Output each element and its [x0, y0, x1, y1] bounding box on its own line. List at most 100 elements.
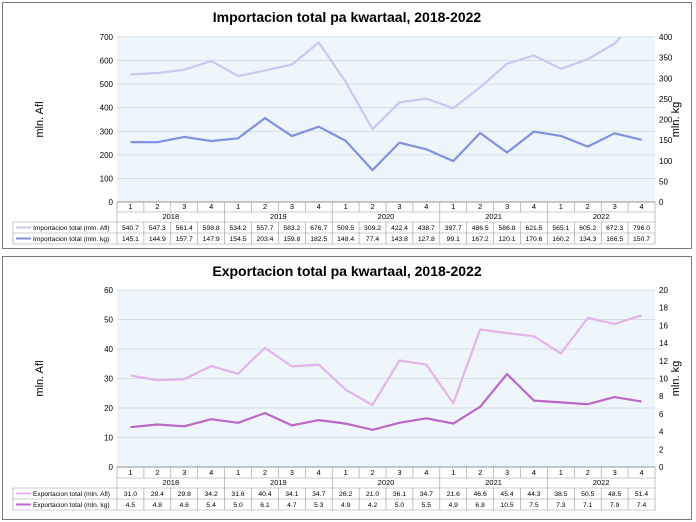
import-chart: 0 100 200 300 400 500 600 700 0 50 100 150 200 250 300… — [12, 33, 682, 245]
import-quarter-label: 1 — [344, 202, 348, 211]
export-y2-tick-label: 6 — [659, 410, 664, 419]
import-quarter-label: 1 — [128, 202, 132, 211]
import-quarter-label: 2 — [586, 202, 590, 211]
import-data-label: 143.8 — [391, 236, 408, 243]
export-quarter-label: 3 — [397, 468, 401, 477]
import-series-line-1 — [130, 37, 623, 131]
export-y2-tick-label: 8 — [659, 392, 664, 401]
import-data-label: 170.6 — [525, 236, 542, 243]
import-y2-axis-label: mln. kg — [670, 102, 682, 137]
import-quarter-label: 3 — [182, 202, 186, 211]
import-y2-tick-label: 150 — [659, 136, 673, 145]
export-quarter-label: 1 — [236, 468, 240, 477]
import-quarter-label: 3 — [505, 202, 509, 211]
export-quarter-label: 3 — [613, 468, 617, 477]
export-y-tick-label: 40 — [104, 345, 113, 354]
import-year-label: 2022 — [593, 212, 610, 221]
export-data-label: 10.5 — [500, 502, 513, 509]
import-data-label: 134.3 — [579, 236, 596, 243]
import-y2-tick-label: 300 — [659, 74, 673, 83]
import-y2-tick-label: 200 — [659, 116, 673, 125]
import-plot-area — [117, 37, 655, 202]
export-quarter-label: 3 — [505, 468, 509, 477]
import-data-label: 486.5 — [472, 225, 489, 232]
import-quarter-label: 4 — [424, 202, 428, 211]
import-y-tick-label: 100 — [100, 174, 114, 183]
export-series-name-2: Exportacion total (mln. kg) — [33, 502, 110, 509]
import-year-label: 2020 — [378, 212, 395, 221]
export-data-label: 34.7 — [312, 491, 325, 498]
export-quarter-label: 1 — [344, 468, 348, 477]
import-data-label: 676.7 — [310, 225, 327, 232]
import-quarter-label: 3 — [613, 202, 617, 211]
import-chart-panel: Importacion total pa kwartaal, 2018-2022… — [2, 2, 692, 249]
import-quarter-label: 1 — [236, 202, 240, 211]
import-quarter-label: 2 — [155, 202, 159, 211]
import-data-label: 150.7 — [633, 236, 650, 243]
import-data-label: 540.7 — [122, 225, 139, 232]
import-y-tick-label: 500 — [100, 80, 114, 89]
import-quarter-label: 3 — [397, 202, 401, 211]
import-data-label: 160.2 — [552, 236, 569, 243]
export-data-label: 29.4 — [151, 491, 164, 498]
export-y-tick-label: 50 — [104, 316, 113, 325]
import-quarter-label: 4 — [209, 202, 213, 211]
export-data-label: 5.4 — [206, 502, 216, 509]
import-data-label: 147.9 — [203, 236, 220, 243]
export-data-label: 7.3 — [556, 502, 566, 509]
export-year-label: 2021 — [485, 478, 502, 487]
export-y-tick-label: 30 — [104, 375, 113, 384]
export-data-label: 45.4 — [500, 491, 513, 498]
import-y2-tick-label: 400 — [659, 33, 673, 42]
import-y2-tick-label: 250 — [659, 95, 673, 104]
export-data-label: 4.6 — [180, 502, 190, 509]
export-y2-tick-label: 10 — [659, 375, 668, 384]
import-data-label: 796.0 — [633, 225, 650, 232]
import-series-line-2 — [130, 116, 642, 172]
export-data-label: 26.2 — [339, 491, 352, 498]
import-data-label: 167.2 — [472, 236, 489, 243]
export-y2-tick-label: 20 — [659, 286, 668, 295]
import-chart-title: Importacion total pa kwartaal, 2018-2022 — [212, 9, 482, 25]
export-y2-tick-label: 16 — [659, 321, 668, 330]
import-y-tick-label: 700 — [100, 33, 114, 42]
export-data-label: 51.4 — [635, 491, 648, 498]
export-data-label: 31.6 — [231, 491, 244, 498]
export-data-label: 6.1 — [260, 502, 270, 509]
export-quarter-label: 4 — [639, 468, 643, 477]
import-data-label: 309.2 — [364, 225, 381, 232]
export-data-label: 31.0 — [124, 491, 137, 498]
export-series-line-2 — [130, 372, 642, 431]
import-data-label: 438.7 — [418, 225, 435, 232]
export-y2-axis-label: mln. kg — [670, 361, 682, 396]
export-y2-tick-label: 0 — [659, 463, 664, 472]
export-quarter-label: 4 — [424, 468, 428, 477]
import-data-label: 166.5 — [606, 236, 623, 243]
import-y-tick-label: 300 — [100, 127, 114, 136]
export-y2-tick-label: 14 — [659, 339, 668, 348]
export-data-label: 5.0 — [395, 502, 405, 509]
export-data-label: 7.4 — [637, 502, 647, 509]
import-series-name-2: Importacion total (mln. kg) — [33, 236, 109, 243]
export-quarter-label: 4 — [317, 468, 321, 477]
import-y-tick-label: 400 — [100, 104, 114, 113]
import-data-label: 561.4 — [176, 225, 193, 232]
export-data-label: 34.1 — [285, 491, 298, 498]
export-quarter-label: 4 — [209, 468, 213, 477]
import-year-label: 2019 — [270, 212, 287, 221]
export-data-label: 34.2 — [205, 491, 218, 498]
export-data-label: 4.9 — [449, 502, 459, 509]
import-data-label: 672.3 — [606, 225, 623, 232]
export-quarter-label: 2 — [155, 468, 159, 477]
export-data-label: 7.1 — [583, 502, 593, 509]
export-data-label: 38.5 — [554, 491, 567, 498]
import-y-tick-label: 0 — [109, 198, 114, 207]
export-data-label: 5.0 — [233, 502, 243, 509]
export-data-label: 6.8 — [475, 502, 485, 509]
import-data-label: 598.8 — [203, 225, 220, 232]
export-y2-tick-label: 12 — [659, 357, 668, 366]
import-year-label: 2021 — [485, 212, 502, 221]
import-quarter-label: 2 — [263, 202, 267, 211]
import-data-label: 397.7 — [445, 225, 462, 232]
